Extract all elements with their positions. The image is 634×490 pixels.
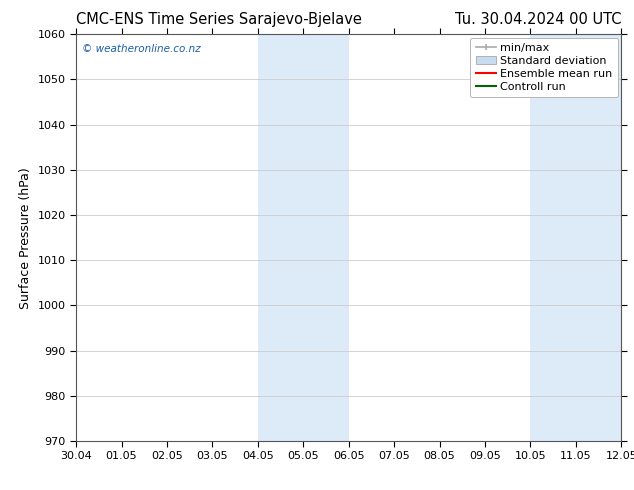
Y-axis label: Surface Pressure (hPa): Surface Pressure (hPa) (19, 167, 32, 309)
Legend: min/max, Standard deviation, Ensemble mean run, Controll run: min/max, Standard deviation, Ensemble me… (470, 38, 618, 97)
Bar (258, 34, 349, 441)
Text: © weatheronline.co.nz: © weatheronline.co.nz (82, 45, 200, 54)
Text: Tu. 30.04.2024 00 UTC: Tu. 30.04.2024 00 UTC (455, 12, 621, 27)
Bar (531, 34, 621, 441)
Text: CMC-ENS Time Series Sarajevo-Bjelave: CMC-ENS Time Series Sarajevo-Bjelave (76, 12, 362, 27)
